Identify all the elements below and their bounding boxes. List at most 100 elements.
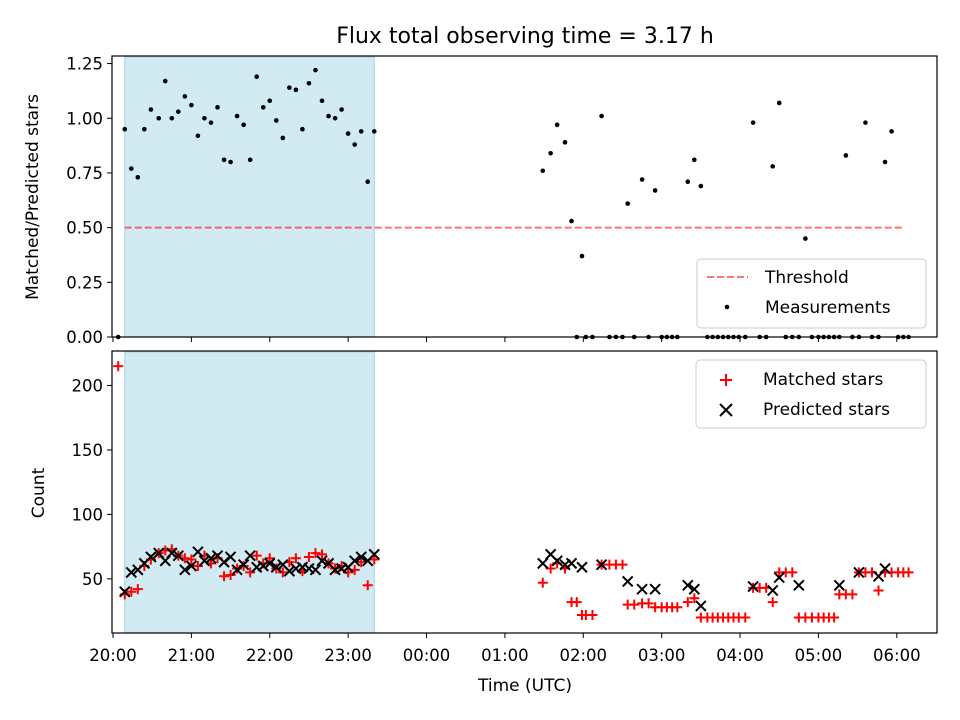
matched-star-point bbox=[186, 554, 197, 565]
predicted-star-point bbox=[695, 600, 707, 612]
matched-star-point bbox=[587, 609, 598, 620]
measurement-point bbox=[260, 105, 266, 110]
measurement-point bbox=[639, 177, 645, 182]
x-tick-label: 05:00 bbox=[795, 646, 843, 665]
predicted-star-point bbox=[264, 557, 276, 570]
measurement-point bbox=[326, 113, 331, 119]
predicted-star-point bbox=[595, 558, 608, 571]
bottom-legend-box bbox=[695, 359, 927, 429]
matched-star-point bbox=[310, 548, 321, 559]
measurement-point bbox=[293, 87, 299, 93]
measurement-point bbox=[776, 100, 782, 106]
predicted-star-point bbox=[551, 555, 563, 567]
predicted-star-point bbox=[833, 579, 846, 592]
y-tick-label: 0.75 bbox=[66, 164, 103, 183]
predicted-star-point bbox=[224, 551, 237, 563]
measurement-point bbox=[122, 126, 128, 132]
matched-star-point bbox=[873, 585, 884, 596]
predicted-star-point bbox=[649, 583, 661, 595]
top-x-ticks bbox=[112, 337, 898, 342]
legend-predicted-label: Predicted stars bbox=[763, 400, 890, 420]
measurement-point bbox=[313, 67, 318, 73]
predicted-star-point bbox=[237, 558, 250, 571]
measurement-point bbox=[273, 118, 279, 123]
measurement-point bbox=[770, 164, 776, 169]
top-y-ticks: 0.00 0.25 0.50 0.75 1.00 1.25 bbox=[66, 55, 112, 347]
measurement-point bbox=[803, 236, 808, 241]
matched-star-point bbox=[225, 569, 236, 580]
measurement-point bbox=[247, 157, 253, 163]
x-tick-label: 23:00 bbox=[324, 646, 372, 665]
measurement-point bbox=[562, 140, 568, 145]
y-tick-label: 50 bbox=[82, 570, 103, 589]
measurement-point bbox=[195, 133, 201, 139]
matched-star-point bbox=[356, 557, 367, 568]
predicted-star-point bbox=[309, 564, 322, 576]
measurement-point bbox=[352, 142, 357, 147]
matched-star-point bbox=[787, 567, 798, 578]
bottom-panel: 50 100 150 200 20:00 21:00 22:00 23:00 00:00 01:… bbox=[29, 350, 938, 696]
matched-star-point bbox=[617, 559, 628, 570]
measurement-point bbox=[176, 109, 181, 114]
measurement-point bbox=[652, 188, 658, 193]
predicted-star-point bbox=[172, 549, 185, 562]
measurement-point bbox=[548, 150, 553, 156]
y-tick-label: 200 bbox=[72, 377, 104, 396]
measurement-point bbox=[750, 120, 756, 125]
measurement-point bbox=[128, 166, 134, 171]
predicted-star-point bbox=[879, 562, 891, 575]
matched-star-point bbox=[251, 550, 262, 561]
measurement-point bbox=[371, 129, 377, 134]
matched-star-point bbox=[113, 361, 124, 372]
matched-star-point bbox=[571, 597, 582, 608]
matched-star-point bbox=[682, 597, 693, 608]
measurement-point bbox=[692, 157, 697, 163]
measurement-point bbox=[306, 80, 312, 86]
predicted-star-point bbox=[283, 565, 296, 577]
x-tick-label: 03:00 bbox=[638, 646, 686, 665]
measurement-point bbox=[280, 135, 286, 141]
measurement-point bbox=[365, 179, 371, 184]
measurement-point bbox=[189, 102, 194, 108]
y-tick-label: 1.00 bbox=[66, 109, 103, 128]
measurement-point bbox=[863, 120, 868, 125]
predicted-star-point bbox=[125, 566, 137, 579]
matched-star-point bbox=[317, 549, 328, 560]
x-tick-label: 01:00 bbox=[481, 646, 529, 665]
measurement-point bbox=[228, 159, 233, 165]
y-tick-label: 150 bbox=[72, 441, 104, 460]
measurement-point bbox=[358, 129, 364, 134]
measurement-point bbox=[625, 201, 631, 206]
measurement-point bbox=[215, 105, 220, 110]
x-tick-label: 00:00 bbox=[403, 646, 451, 665]
measurement-point bbox=[169, 115, 175, 121]
measurement-point bbox=[254, 74, 259, 79]
legend-predicted-swatch bbox=[719, 403, 733, 417]
x-tick-label: 20:00 bbox=[89, 646, 137, 665]
measurement-point bbox=[202, 115, 207, 121]
measurement-point bbox=[135, 175, 141, 180]
legend-threshold-label: Threshold bbox=[764, 268, 849, 288]
predicted-star-point bbox=[773, 571, 785, 584]
matched-star-point bbox=[264, 553, 275, 564]
predicted-star-point bbox=[270, 561, 283, 573]
predicted-star-point bbox=[636, 583, 648, 595]
predicted-star-point bbox=[793, 579, 805, 592]
top-y-axis-label: Matched/Predicted stars bbox=[23, 94, 43, 300]
bottom-axes-frame bbox=[111, 350, 938, 634]
measurement-point bbox=[332, 115, 338, 121]
matched-star-point bbox=[740, 612, 751, 623]
matched-star-point bbox=[629, 599, 640, 610]
matched-star-point bbox=[219, 571, 230, 582]
x-axis-label: Time (UTC) bbox=[477, 676, 572, 696]
measurement-point bbox=[234, 113, 240, 119]
predicted-star-point bbox=[145, 551, 157, 563]
predicted-star-point bbox=[368, 548, 380, 561]
measurement-point bbox=[889, 129, 894, 134]
top-panel: 0.00 0.25 0.50 0.75 1.00 1.25 Matched/Predict… bbox=[23, 55, 938, 347]
matched-star-point bbox=[369, 554, 380, 565]
predicted-star-point bbox=[244, 549, 256, 562]
measurement-point bbox=[882, 159, 888, 165]
matched-star-point bbox=[290, 553, 301, 564]
x-tick-label: 02:00 bbox=[560, 646, 608, 665]
